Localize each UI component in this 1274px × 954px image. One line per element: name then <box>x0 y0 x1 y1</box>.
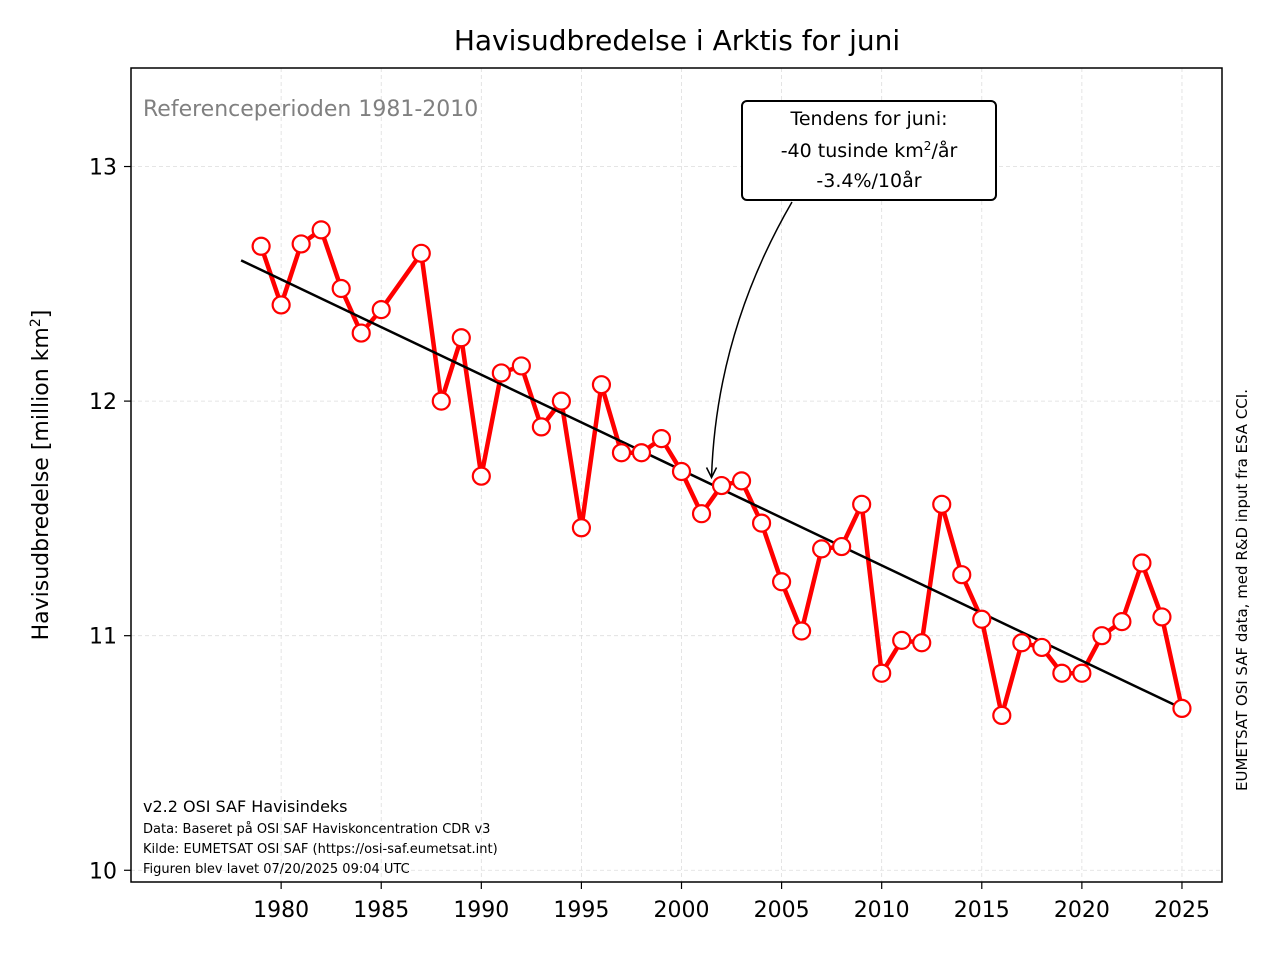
data-point <box>491 363 511 383</box>
trend-annotation-line3: -3.4%/10år <box>816 169 921 192</box>
data-point <box>431 391 451 411</box>
data-point <box>731 471 752 491</box>
trend-annotation-line2-sup: 2 <box>924 139 932 153</box>
x-tick-label: 1980 <box>253 898 309 923</box>
data-point <box>992 705 1012 726</box>
x-tick-label: 2000 <box>654 898 710 923</box>
trend-annotation-line2-end: /år <box>931 139 957 162</box>
reference-period-text: Referenceperioden 1981-2010 <box>143 97 478 122</box>
data-point <box>711 475 732 496</box>
data-point <box>691 504 712 524</box>
x-tick-label: 1985 <box>353 898 409 923</box>
data-point <box>812 539 832 559</box>
x-tick-label: 2025 <box>1154 898 1210 923</box>
data-point <box>411 243 431 263</box>
data-point <box>331 278 351 299</box>
y-tick-label: 12 <box>89 390 117 415</box>
footer-data-source: Data: Baseret på OSI SAF Haviskoncentrat… <box>143 822 490 837</box>
y-axis: 10 11 12 13 <box>89 156 131 884</box>
data-point <box>1132 553 1152 573</box>
trend-annotation-line1: Tendens for juni: <box>789 108 947 130</box>
x-tick-label: 1990 <box>453 898 509 923</box>
x-tick-label: 1995 <box>553 898 609 923</box>
y-tick-label: 13 <box>89 156 117 181</box>
extent-series-line <box>258 227 1185 718</box>
data-point <box>1052 663 1072 683</box>
y-tick-label: 11 <box>89 625 117 650</box>
data-point <box>1012 633 1032 653</box>
footer-origin: Kilde: EUMETSAT OSI SAF (https://osi-saf… <box>143 842 498 857</box>
data-point <box>892 630 912 650</box>
data-point <box>872 663 892 683</box>
data-point <box>651 429 672 449</box>
footer-created: Figuren blev lavet 07/20/2025 09:04 UTC <box>143 862 410 877</box>
footer-credits: v2.2 OSI SAF Havisindeks Data: Baseret p… <box>143 797 498 877</box>
data-point <box>972 609 992 629</box>
x-tick-label: 2010 <box>854 898 910 923</box>
data-point <box>371 300 391 320</box>
data-point <box>511 356 531 376</box>
data-point <box>751 513 772 533</box>
data-point <box>912 633 932 653</box>
y-axis-label: Havisudbredelse [million km2] <box>28 310 54 641</box>
footer-version: v2.2 OSI SAF Havisindeks <box>143 797 348 816</box>
data-point <box>952 565 972 585</box>
trend-annotation-frame <box>741 100 997 201</box>
x-tick-label: 2005 <box>754 898 810 923</box>
side-credit: EUMETSAT OSI SAF data, med R&D input fra… <box>1233 389 1251 791</box>
data-point <box>611 443 632 463</box>
trend-annotation-arrow <box>710 201 793 477</box>
trend-annotation-line2: -40 tusinde km2/år <box>781 139 958 162</box>
data-point <box>311 220 331 240</box>
data-point <box>1172 698 1192 719</box>
data-point <box>1112 612 1132 632</box>
trend-annotation-arrowhead <box>705 467 718 480</box>
data-point <box>531 417 551 437</box>
data-point <box>631 443 652 463</box>
data-point <box>251 236 271 256</box>
y-tick-label: 10 <box>89 859 117 884</box>
data-point <box>591 375 612 395</box>
data-point <box>792 621 812 641</box>
data-point <box>551 391 571 411</box>
y-axis-label-end: ] <box>29 310 54 319</box>
data-point <box>291 234 311 254</box>
trend-annotation-box: Tendens for juni: -40 tusinde km2/år -3.… <box>741 100 997 201</box>
data-point <box>351 323 371 343</box>
x-tick-label: 2015 <box>954 898 1010 923</box>
data-point <box>1072 663 1092 683</box>
data-point <box>1092 626 1112 646</box>
plot-frame <box>130 67 1223 883</box>
trend-annotation-line2-main: -40 tusinde km <box>781 140 924 162</box>
data-point <box>571 518 592 538</box>
data-point <box>271 295 291 315</box>
data-point <box>451 328 471 348</box>
x-tick-label: 2020 <box>1054 898 1110 923</box>
data-point <box>1152 607 1172 627</box>
series-layer <box>240 220 1192 726</box>
data-point <box>471 466 491 486</box>
data-point <box>932 494 952 514</box>
y-axis-label-sup: 2 <box>28 318 44 327</box>
chart-title: Havisudbredelse i Arktis for juni <box>454 24 900 57</box>
y-axis-label-main: Havisudbredelse [million km <box>29 327 54 640</box>
data-point <box>832 536 852 557</box>
data-point <box>1032 637 1052 658</box>
data-point <box>671 461 692 482</box>
x-axis: 1980 1985 1990 1995 2000 2005 2010 2015 2020 2025 <box>253 882 1210 923</box>
data-point <box>852 494 872 514</box>
data-point <box>771 572 792 592</box>
